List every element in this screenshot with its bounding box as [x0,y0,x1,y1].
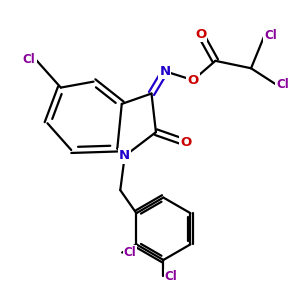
Text: O: O [180,136,191,149]
Text: Cl: Cl [276,78,289,91]
Text: N: N [119,149,130,162]
Text: O: O [195,28,206,40]
Text: Cl: Cl [264,29,277,42]
Text: Cl: Cl [124,246,136,259]
Text: N: N [159,65,170,78]
Text: O: O [188,74,199,87]
Text: Cl: Cl [23,53,36,66]
Text: Cl: Cl [165,270,178,283]
